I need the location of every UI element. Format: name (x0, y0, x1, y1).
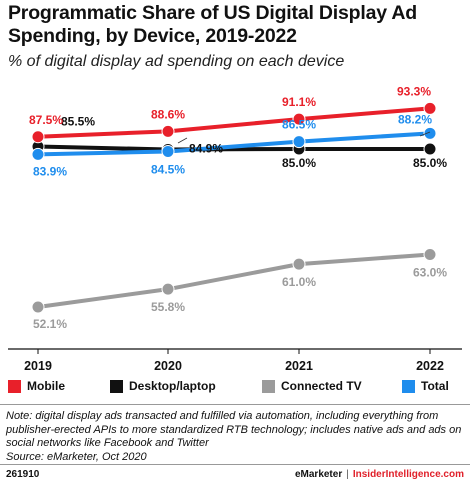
data-label-desktop-laptop-2020: 84.9% (189, 141, 223, 155)
note-divider (0, 404, 470, 405)
x-tick-label-2022: 2022 (416, 359, 444, 372)
chart-note: Note: digital display ads transacted and… (6, 410, 466, 464)
legend-swatch-mobile (8, 379, 21, 393)
point-total-2021 (292, 135, 306, 149)
legend-swatch-total (402, 379, 415, 393)
legend-label-mobile: Mobile (27, 379, 65, 393)
data-label-total-2022: 88.2% (398, 112, 432, 126)
point-desktop-laptop-2022 (423, 142, 437, 156)
legend-item-total: Total (402, 378, 449, 394)
source-text: Source: eMarketer, Oct 2020 (6, 450, 147, 463)
legend-label-desktop: Desktop/laptop (129, 379, 216, 393)
x-tick-label-2021: 2021 (285, 359, 313, 372)
legend-label-total: Total (421, 379, 449, 393)
legend-swatch-ctv (262, 379, 275, 393)
x-tick-label-2020: 2020 (154, 359, 182, 372)
data-label-total-2020: 84.5% (151, 162, 185, 176)
data-label-desktop-laptop-2022: 85.0% (413, 156, 447, 170)
point-connected-tv-2019 (31, 300, 45, 314)
data-label-desktop-laptop-2021: 85.0% (282, 156, 316, 170)
brand-separator: | (346, 469, 349, 480)
legend-item-ctv: Connected TV (262, 378, 362, 394)
data-label-connected-tv-2021: 61.0% (282, 275, 316, 289)
brand-insider-intelligence: InsiderIntelligence.com (352, 469, 464, 480)
legend-item-mobile: Mobile (8, 378, 65, 394)
point-mobile-2019 (31, 130, 45, 144)
data-label-desktop-laptop-2019: 85.5% (61, 115, 95, 129)
series-line-connected-tv (37, 252, 431, 309)
legend-item-desktop: Desktop/laptop (110, 378, 216, 394)
chart-subtitle: % of digital display ad spending on each… (8, 53, 345, 70)
leader-desktop-2020 (177, 137, 188, 144)
series-line-total (37, 131, 431, 157)
chart-id: 261910 (6, 469, 40, 480)
point-total-2019 (31, 147, 45, 161)
footer-divider (0, 464, 470, 465)
leader-total-2022 (419, 131, 431, 137)
x-tick-label-2019: 2019 (24, 359, 52, 372)
data-label-connected-tv-2022: 63.0% (413, 265, 447, 279)
brand-emarketer: eMarketer (294, 469, 343, 480)
footer-brand: eMarketer | InsiderIntelligence.com (295, 469, 464, 480)
series-line-mobile (37, 106, 431, 139)
data-label-mobile-2021: 91.1% (282, 95, 316, 109)
point-connected-tv-2021 (292, 257, 306, 271)
data-label-connected-tv-2020: 55.8% (151, 300, 185, 314)
point-connected-tv-2022 (423, 247, 437, 261)
point-total-2020 (161, 144, 175, 158)
legend-swatch-desktop (110, 379, 123, 393)
point-connected-tv-2020 (161, 282, 175, 296)
data-label-mobile-2020: 88.6% (151, 107, 185, 121)
data-label-total-2019: 83.9% (33, 164, 67, 178)
data-label-connected-tv-2019: 52.1% (33, 317, 67, 331)
data-label-total-2021: 86.5% (282, 118, 316, 132)
data-label-mobile-2019: 87.5% (29, 113, 63, 127)
point-mobile-2020 (161, 124, 175, 138)
series-line-desktop-laptop (37, 144, 430, 152)
legend-label-ctv: Connected TV (281, 379, 362, 393)
data-label-mobile-2022: 93.3% (397, 84, 431, 98)
point-total-2022 (423, 126, 437, 140)
point-mobile-2022 (423, 101, 437, 115)
chart-title: Programmatic Share of US Digital Display… (8, 2, 417, 47)
point-mobile-2021 (292, 112, 306, 126)
note-text: Note: digital display ads transacted and… (6, 410, 462, 449)
line-chart: 2019 2020 2021 2022 52.1% 55.8% 61.0% 63.0% 85.5… (8, 84, 462, 372)
